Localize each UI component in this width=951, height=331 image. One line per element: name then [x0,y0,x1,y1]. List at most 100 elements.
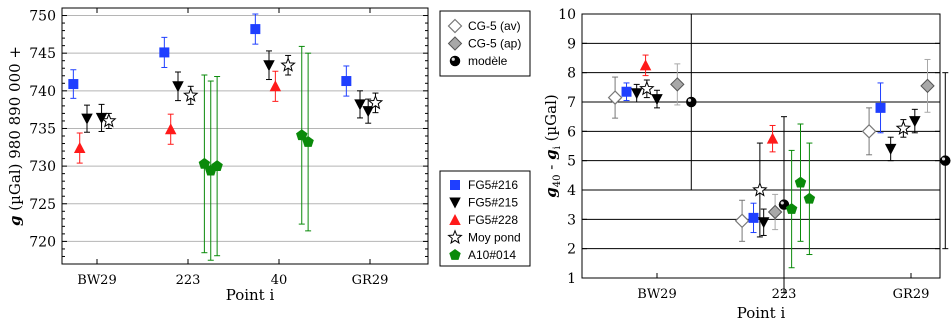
y-axis-label: g (µGal) 980 890 000 + [6,46,24,226]
y-axis-subscript: 40 [552,175,563,188]
x-tick-label: 223 [772,287,797,302]
data-point [367,94,384,110]
legend-marker [449,55,461,67]
y-axis-operator: - [542,160,560,175]
data-point [630,88,643,100]
x-tick-label: 223 [176,273,201,288]
data-point [296,129,308,141]
data-point [920,78,935,94]
legend-label: FG5#216 [468,178,518,192]
y-tick-label: 2 [567,242,576,258]
data-point [81,113,93,125]
x-tick-label: BW29 [637,287,676,302]
data-point [909,116,921,128]
data-point [884,143,897,155]
data-point [159,47,170,58]
data-point-highlight [780,201,784,205]
y-tick-label: 9 [567,36,576,52]
data-point [280,57,296,72]
x-tick-label: GR29 [893,287,930,302]
data-point [748,212,759,223]
data-point [211,160,223,171]
legend-label: FG5#228 [468,213,518,227]
data-point [621,86,632,97]
x-tick-label: BW29 [77,273,116,288]
y-axis-offset: 980 890 000 + [6,46,24,159]
y-axis-unit: (µGal) [542,94,560,146]
data-point [670,77,685,92]
data-point [164,123,177,135]
data-point [639,59,652,71]
y-tick-label: 1 [567,271,576,287]
data-point [766,132,779,144]
y-axis-label: g40 - gi (µGal) [542,94,563,198]
data-point [354,99,366,111]
legend-marker [447,36,463,51]
data-point [767,204,783,220]
data-point [263,60,275,72]
data-point [639,80,655,96]
data-point [73,142,86,154]
y-tick-label: 730 [29,159,56,175]
legend: FG5#216 FG5#215 FG5#228 Moy pond A10#014 [439,170,531,267]
legend-label: modèle [468,54,508,68]
legend-marker [447,229,463,245]
y-tick-label: 4 [567,183,576,199]
x-axis-label: Point i [737,304,786,322]
data-point [182,87,199,102]
data-point [68,79,79,90]
plot-frame [61,7,429,265]
data-point [785,203,798,214]
data-point [269,80,282,92]
y-tick-label: 7 [567,95,576,111]
data-point [752,181,768,197]
data-point [250,24,261,35]
y-tick-label: 720 [29,234,56,250]
data-point [861,123,877,139]
x-tick-label: GR29 [352,273,389,288]
y-axis-symbol: g [542,149,560,160]
y-tick-label: 735 [29,121,56,137]
y-tick-label: 740 [29,84,56,100]
legend-marker [449,214,461,225]
y-tick-label: 725 [29,197,56,213]
y-tick-label: 3 [567,212,576,228]
data-point [875,102,886,113]
data-point [757,217,770,229]
legend-marker [447,18,463,34]
data-point-highlight [941,157,946,161]
y-tick-label: 10 [558,7,576,23]
data-point [607,90,623,105]
legend-label: A10#014 [468,248,516,262]
data-point-highlight [687,98,692,102]
plot-frame [581,13,941,279]
y-tick-label: 8 [567,66,576,82]
y-tick-label: 750 [29,9,56,25]
data-point [198,157,211,169]
data-point [940,155,951,166]
legend-marker [449,197,461,209]
legend-cg5: CG-5 (av) CG-5 (ap) modèle [447,18,521,68]
y-axis-subscript: i [552,146,563,149]
data-point [651,94,663,106]
y-tick-label: 5 [567,154,576,170]
legend-label: Moy pond [468,231,521,245]
data-point [302,136,314,147]
legend-label: FG5#215 [468,196,518,210]
data-point [101,112,117,128]
data-point [686,96,697,108]
y-axis-symbol: g [6,215,24,226]
data-point [734,213,750,229]
y-axis-symbol: g [542,187,560,198]
legend-label: CG-5 (av) [468,19,521,33]
data-point [341,76,352,87]
data-point [794,176,807,188]
x-axis-label: Point i [226,286,275,304]
left-chart: 720 725 730 735 740 745 750 BW29 223 40 GR29 Point … [6,7,531,304]
data-point [172,81,184,93]
legend-label: CG-5 (ap) [468,37,521,51]
y-tick-label: 745 [29,46,56,62]
data-point [895,120,912,135]
legend-marker-highlight [451,57,455,61]
